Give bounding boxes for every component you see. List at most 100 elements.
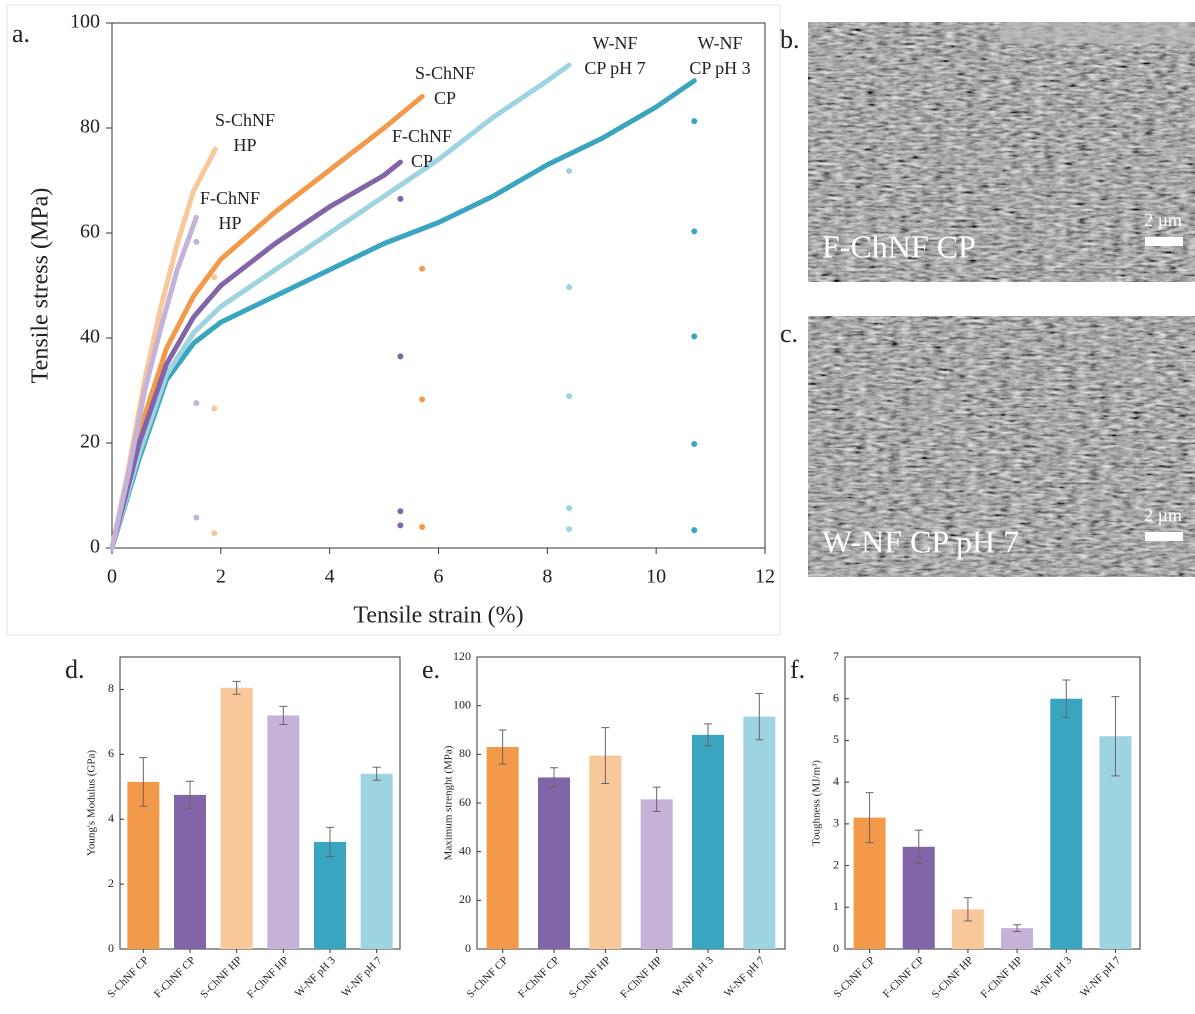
marker xyxy=(419,524,426,530)
panel-label: d. xyxy=(65,655,85,684)
x-tick-label: 0 xyxy=(107,566,117,588)
error-bar xyxy=(550,767,558,788)
x-tick-label: F-ChNF CP xyxy=(152,954,198,1000)
scale-label: 2 µm xyxy=(1144,505,1182,525)
marker xyxy=(691,441,698,448)
bar xyxy=(538,777,570,949)
x-tick-label: 12 xyxy=(755,566,775,588)
error-bar xyxy=(963,897,972,922)
marker xyxy=(211,405,218,412)
y-tick-label: 7 xyxy=(833,649,839,663)
scale-bar xyxy=(1145,532,1183,541)
y-axis-title: Tensile stress (MPa) xyxy=(28,188,54,384)
sem-image xyxy=(808,316,1195,577)
marker xyxy=(211,530,218,537)
curve-label: S-ChNF xyxy=(415,63,475,83)
error-bar xyxy=(498,729,507,765)
x-tick-label: F-ChNF HP xyxy=(245,954,291,1000)
y-tick-label: 100 xyxy=(453,697,471,711)
marker xyxy=(193,238,200,245)
x-tick-label: W-NF pH 7 xyxy=(722,954,768,1000)
x-tick-label: 6 xyxy=(434,566,444,588)
bar xyxy=(640,799,673,949)
marker xyxy=(397,195,404,202)
error-bar xyxy=(139,757,148,807)
scale-bar xyxy=(1145,237,1183,246)
marker xyxy=(397,508,404,515)
x-tick-label: F-ChNF HP xyxy=(618,954,664,1000)
error-bar xyxy=(914,829,923,864)
panel-label: e. xyxy=(422,655,440,684)
curve-label: W-NF xyxy=(698,33,743,53)
panel-frame xyxy=(6,4,781,636)
marker xyxy=(193,400,200,407)
curve-label: CP xyxy=(434,88,456,108)
curve-label: HP xyxy=(218,213,241,233)
marker xyxy=(566,284,573,291)
y-tick-label: 40 xyxy=(80,326,100,348)
error-bar xyxy=(601,727,610,785)
y-tick-label: 120 xyxy=(453,649,471,663)
y-tick-label: 60 xyxy=(459,795,471,809)
marker xyxy=(566,526,573,533)
bar xyxy=(692,734,724,949)
y-tick-label: 80 xyxy=(459,746,471,760)
stress-strain-curve xyxy=(109,159,403,551)
y-tick-label: 6 xyxy=(833,690,839,704)
curve-label: F-ChNF xyxy=(200,188,260,208)
y-tick-label: 20 xyxy=(80,431,100,453)
marker xyxy=(691,118,698,125)
x-tick-label: S-ChNF HP xyxy=(567,954,613,1000)
bar xyxy=(314,841,346,949)
bar xyxy=(486,747,519,949)
error-bar xyxy=(652,786,661,813)
y-tick-label: 80 xyxy=(80,116,100,138)
panel-label: a. xyxy=(12,19,30,48)
sem-image xyxy=(808,22,1195,282)
x-tick-label: W-NF pH 3 xyxy=(1029,954,1075,1000)
y-tick-label: 0 xyxy=(833,941,839,955)
bar xyxy=(220,687,253,949)
y-tick-label: 5 xyxy=(833,732,839,746)
image-caption: W-NF CP pH 7 xyxy=(822,523,1019,559)
x-tick-label: S-ChNF CP xyxy=(465,954,511,1000)
x-tick-label: W-NF pH 7 xyxy=(339,954,385,1000)
error-bar xyxy=(372,766,381,781)
y-tick-label: 8 xyxy=(108,681,114,695)
x-tick-label: F-ChNF CP xyxy=(881,954,927,1000)
stress-strain-curve xyxy=(109,214,199,551)
bar xyxy=(743,716,776,949)
marker xyxy=(397,353,404,360)
y-tick-label: 100 xyxy=(70,11,100,33)
y-tick-label: 0 xyxy=(90,536,100,558)
curve-label: CP pH 3 xyxy=(689,58,750,78)
x-tick-label: S-ChNF HP xyxy=(930,954,976,1000)
curve-label: F-ChNF xyxy=(392,126,452,146)
marker xyxy=(566,393,573,400)
y-tick-label: 20 xyxy=(459,892,471,906)
x-tick-label: S-ChNF CP xyxy=(105,954,151,1000)
error-bar xyxy=(279,705,288,725)
bar xyxy=(589,755,622,949)
marker xyxy=(193,514,200,521)
y-tick-label: 0 xyxy=(465,941,471,955)
marker xyxy=(691,527,698,534)
x-tick-label: S-ChNF CP xyxy=(832,954,878,1000)
error-bar xyxy=(1111,696,1120,777)
marker xyxy=(419,265,426,272)
x-tick-label: S-ChNF HP xyxy=(198,954,244,1000)
panel-label: f. xyxy=(790,655,805,684)
y-tick-label: 4 xyxy=(108,811,114,825)
y-tick-label: 1 xyxy=(833,899,839,913)
y-tick-label: 0 xyxy=(108,941,114,955)
curve-label: HP xyxy=(233,135,256,155)
stress-strain-curve xyxy=(109,62,572,551)
marker xyxy=(566,505,573,512)
error-bar xyxy=(865,792,874,844)
x-tick-label: W-NF pH 3 xyxy=(671,954,717,1000)
x-tick-label: 4 xyxy=(325,566,335,588)
y-tick-label: 3 xyxy=(833,816,839,830)
plot-frame xyxy=(476,656,786,950)
sem-surface xyxy=(1000,22,1195,44)
